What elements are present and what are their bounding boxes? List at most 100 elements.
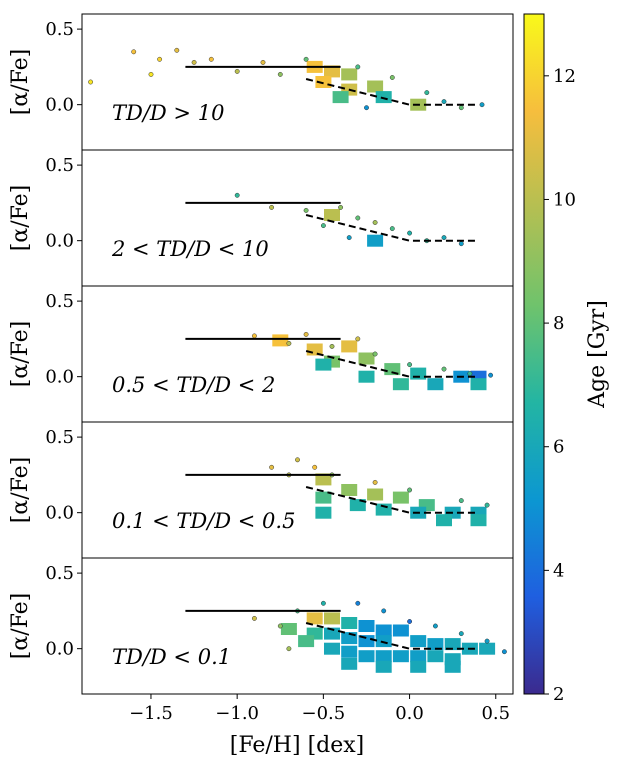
panel-0-point-0 bbox=[88, 79, 94, 85]
panel-0-bin-5 bbox=[367, 80, 384, 93]
panel-0-point-5 bbox=[191, 59, 197, 65]
panel-0-point-9 bbox=[277, 71, 283, 77]
panel-0-point-14 bbox=[441, 99, 447, 105]
panel-0-points bbox=[88, 47, 485, 111]
panel-1-point-4 bbox=[338, 204, 344, 210]
panel-0-point-15 bbox=[458, 105, 464, 111]
panel-2-point-6 bbox=[407, 362, 413, 368]
panel-4-bin-25 bbox=[375, 660, 392, 673]
panel-3-bin-7 bbox=[375, 503, 392, 516]
panel-1-point-1 bbox=[269, 204, 275, 210]
panel-2: 0.0 0.5 0.5 < TD/D < 2 [α/Fe] bbox=[8, 285, 514, 423]
panel-3-bin-12 bbox=[436, 514, 452, 527]
panel-0-point-4 bbox=[148, 71, 154, 77]
panel-1-ytick-label-1: 0.5 bbox=[45, 155, 74, 176]
colorbar-tick-label-3: 8 bbox=[553, 313, 564, 334]
panel-4-bin-4 bbox=[375, 624, 392, 637]
panel-4-bin-20 bbox=[410, 650, 427, 663]
x-axis: −1.5 −1.0 −0.5 0.0 0.5 [Fe/H] [dex] bbox=[129, 694, 510, 758]
colorbar-tick-label-1: 4 bbox=[553, 560, 564, 581]
panel-4-frame bbox=[81, 557, 514, 695]
panel-0-bin-2 bbox=[341, 68, 358, 81]
colorbar-tick-label-0: 2 bbox=[553, 684, 564, 705]
panel-1-point-8 bbox=[407, 230, 413, 236]
panel-1-bin-1 bbox=[367, 234, 384, 247]
panel-3-bins bbox=[315, 473, 487, 527]
panel-1-point-0 bbox=[234, 192, 240, 198]
panel-4-bin-17 bbox=[358, 650, 375, 663]
colorbar-tick-label-4: 10 bbox=[553, 189, 576, 210]
panel-0-ytick-label-1: 0.5 bbox=[45, 19, 74, 40]
panel-4-bin-21 bbox=[427, 650, 444, 663]
xtick-label-2: −0.5 bbox=[302, 703, 346, 724]
panel-3-ytick-label-1: 0.5 bbox=[45, 427, 74, 448]
panel-4-bin-27 bbox=[444, 660, 461, 673]
panel-2-ytick-label-0: 0.0 bbox=[45, 367, 74, 388]
panel-0-bin-1 bbox=[324, 65, 340, 78]
panel-3-bin-4 bbox=[392, 491, 409, 504]
panel-1-ytick-label-0: 0.0 bbox=[45, 231, 74, 252]
panel-3-bin-1 bbox=[341, 484, 358, 496]
panel-0-ylabel: [α/Fe] bbox=[8, 49, 33, 116]
panel-3-frame bbox=[81, 421, 514, 559]
panel-2-bin-0 bbox=[272, 334, 289, 347]
panel-3-point-0 bbox=[269, 464, 275, 470]
colorbar-tick-label-2: 6 bbox=[553, 437, 564, 458]
panel-4-point-9 bbox=[484, 638, 490, 644]
panel-3-plot-area bbox=[185, 457, 490, 527]
panel-0-point-8 bbox=[260, 59, 266, 65]
xtick-label-4: 0.5 bbox=[481, 703, 510, 724]
panel-0-point-10 bbox=[303, 56, 309, 62]
x-axis-label: [Fe/H] [dex] bbox=[230, 733, 365, 758]
panel-2-dashed-line bbox=[305, 350, 476, 378]
panel-4-point-7 bbox=[432, 623, 438, 629]
panel-0-y-ticks: 0.0 0.5 bbox=[45, 19, 82, 116]
panel-0-point-7 bbox=[234, 68, 240, 74]
panel-3-bin-11 bbox=[315, 506, 332, 519]
panel-3-dashed-line bbox=[305, 486, 476, 514]
panel-4-point-10 bbox=[501, 649, 507, 655]
panel-2-point-3 bbox=[329, 343, 335, 349]
panel-0-point-13 bbox=[424, 90, 430, 96]
panel-2-bins bbox=[272, 334, 487, 391]
panel-0-point-17 bbox=[364, 105, 369, 111]
colorbar-gradient bbox=[523, 13, 545, 695]
panel-1-point-9 bbox=[346, 235, 352, 241]
panel-4-bin-1 bbox=[324, 612, 340, 625]
panel-4-point-1 bbox=[277, 623, 283, 629]
panel-3-y-ticks: 0.0 0.5 bbox=[45, 427, 82, 524]
panel-0-dashed-line bbox=[305, 78, 476, 106]
panel-1-dashed-line bbox=[305, 214, 476, 242]
panel-0-frame bbox=[81, 13, 514, 151]
panel-0-point-12 bbox=[389, 75, 395, 80]
panel-4-point-0 bbox=[251, 615, 257, 621]
panel-0-bin-7 bbox=[332, 91, 349, 104]
panel-4-bin-0 bbox=[306, 612, 323, 625]
panel-2-point-7 bbox=[441, 366, 447, 372]
panel-4-ytick-label-0: 0.0 bbox=[45, 639, 74, 660]
panel-3-ytick-label-0: 0.0 bbox=[45, 503, 74, 524]
panel-4-bin-19 bbox=[392, 650, 409, 663]
panel-2-point-1 bbox=[286, 340, 292, 346]
panel-4-bin-18 bbox=[375, 650, 392, 663]
panel-4-ylabel: [α/Fe] bbox=[8, 593, 33, 660]
panel-2-bin-12 bbox=[392, 378, 409, 391]
panel-1-points bbox=[234, 192, 464, 247]
panel-4-dashed-line bbox=[305, 622, 476, 650]
panel-1-point-6 bbox=[372, 220, 378, 225]
panel-4-bin-5 bbox=[392, 624, 409, 637]
panel-3-annotation: 0.1 < TD/D < 0.5 bbox=[112, 509, 295, 533]
panel-2-bin-6 bbox=[384, 363, 401, 376]
panel-2-bin-7 bbox=[358, 370, 375, 383]
panel-1-frame bbox=[81, 149, 514, 287]
panel-4-bin-2 bbox=[341, 617, 358, 629]
panel-3-bin-3 bbox=[367, 488, 384, 501]
panel-0-plot-area bbox=[88, 47, 485, 111]
panel-3-ylabel: [α/Fe] bbox=[8, 457, 33, 524]
panel-2-bin-5 bbox=[315, 358, 332, 371]
panel-2-bin-8 bbox=[410, 367, 427, 380]
panel-4-bin-16 bbox=[341, 645, 358, 658]
panel-3-point-8 bbox=[484, 502, 490, 508]
panel-2-plot-area bbox=[185, 331, 494, 391]
